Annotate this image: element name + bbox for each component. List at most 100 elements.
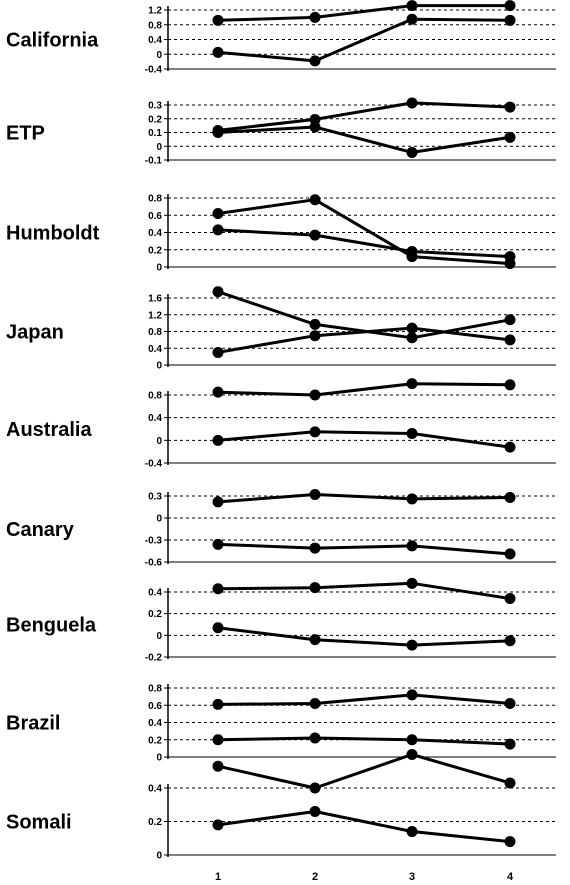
panel-label: Humboldt [6, 223, 100, 245]
series-line-2 [217, 810, 511, 844]
y-tick-label: 1.2 [148, 6, 162, 17]
data-point [309, 318, 321, 330]
series-line-1 [217, 198, 511, 266]
panel-label: Canary [6, 519, 75, 541]
y-tick-label: 0 [156, 50, 162, 61]
y-tick-label: 0.3 [148, 492, 162, 503]
data-point [212, 208, 224, 220]
data-point [406, 689, 418, 701]
y-tick-label: 0.8 [148, 684, 162, 695]
data-point [212, 286, 224, 298]
y-tick-label: 0 [156, 436, 162, 447]
data-point [406, 97, 418, 109]
series-line-2 [217, 326, 511, 354]
data-point [309, 194, 321, 206]
data-point [309, 11, 321, 23]
data-point [212, 583, 224, 595]
data-point [406, 493, 418, 505]
data-point [212, 698, 224, 710]
data-point [212, 46, 224, 58]
data-point [406, 245, 418, 257]
series-line-2 [217, 17, 511, 63]
data-point [309, 782, 321, 794]
y-tick-label: 1.2 [148, 310, 162, 321]
y-tick-label: 0 [156, 753, 162, 764]
panel-label: Australia [6, 419, 92, 441]
y-tick-label: 0.8 [148, 391, 162, 402]
y-tick-label: 0 [156, 142, 162, 153]
series-line-1 [217, 493, 511, 504]
panel-brazil: Brazil 0.8 0.6 0.4 0.2 0 [6, 684, 556, 764]
panel-label: Japan [6, 322, 64, 344]
y-tick-label: -0.1 [145, 156, 163, 167]
data-point [309, 389, 321, 401]
data-point [212, 734, 224, 746]
y-tick-label: 0.4 [148, 228, 162, 239]
x-tick-label: 4 [507, 871, 514, 883]
panel-label: Benguela [6, 615, 97, 637]
panel-canary: Canary 0.3 0 -0.3 -0.6 [6, 489, 556, 569]
series-line-2 [217, 542, 511, 556]
panel-label: California [6, 30, 99, 52]
data-point [406, 577, 418, 589]
x-tick-label: 3 [409, 871, 415, 883]
y-tick-label: 0.6 [148, 701, 162, 712]
data-point [406, 378, 418, 390]
panel-california: California 1.2 0.8 0.4 0 -0.4 [6, 0, 556, 76]
data-point [504, 548, 516, 560]
panel-label: Somali [6, 812, 72, 834]
data-point [309, 121, 321, 133]
data-point [309, 542, 321, 554]
panel-humboldt: Humboldt 0.8 0.6 0.4 0.2 0 [6, 194, 556, 274]
data-point [406, 322, 418, 334]
panel-label: ETP [6, 123, 45, 145]
y-tick-label: 0.4 [148, 588, 162, 599]
data-point [309, 732, 321, 744]
data-point [406, 332, 418, 344]
data-point [504, 314, 516, 326]
series-line-1 [217, 693, 511, 706]
y-tick-label: 0.8 [148, 194, 162, 205]
data-point [504, 836, 516, 848]
panel-benguela: Benguela 0.4 0.2 0 -0.2 [6, 577, 556, 664]
series-line-2 [217, 736, 511, 746]
y-tick-label: 0.2 [148, 114, 162, 125]
y-tick-label: 0.4 [148, 718, 162, 729]
y-tick-label: 0.4 [148, 35, 162, 46]
y-tick-label: 0 [156, 631, 162, 642]
data-point [406, 146, 418, 158]
data-point [212, 819, 224, 831]
series-line-2 [217, 228, 511, 259]
data-point [406, 428, 418, 440]
series-line-2 [217, 626, 511, 647]
panel-etp: ETP 0.3 0.2 0.1 0 -0.1 [6, 97, 556, 167]
series-line-1 [217, 4, 510, 22]
data-point [504, 251, 516, 263]
y-tick-label: 0.2 [148, 245, 162, 256]
data-point [504, 0, 516, 12]
data-point [212, 346, 224, 358]
y-tick-label: 0.4 [148, 413, 162, 424]
data-point [212, 224, 224, 236]
series-line-1 [217, 101, 511, 132]
data-point [309, 55, 321, 67]
data-point [504, 593, 516, 604]
series-line-2 [217, 125, 511, 154]
data-point [406, 540, 418, 552]
x-tick-label: 1 [215, 871, 221, 883]
y-tick-label: 0 [156, 263, 162, 274]
series-line-2 [217, 430, 511, 449]
data-point [212, 496, 224, 508]
x-tick-label: 2 [312, 871, 318, 883]
y-tick-label: 0.2 [148, 817, 162, 828]
panel-somali: Somali 0.4 0.2 0 [6, 749, 556, 862]
data-point [406, 639, 418, 651]
data-point [406, 749, 418, 760]
y-tick-label: 1.6 [148, 294, 162, 305]
y-tick-label: -0.4 [145, 65, 163, 76]
y-tick-label: 0.1 [148, 128, 162, 139]
y-tick-label: 0 [156, 851, 162, 862]
data-point [309, 698, 321, 710]
data-point [504, 441, 516, 453]
